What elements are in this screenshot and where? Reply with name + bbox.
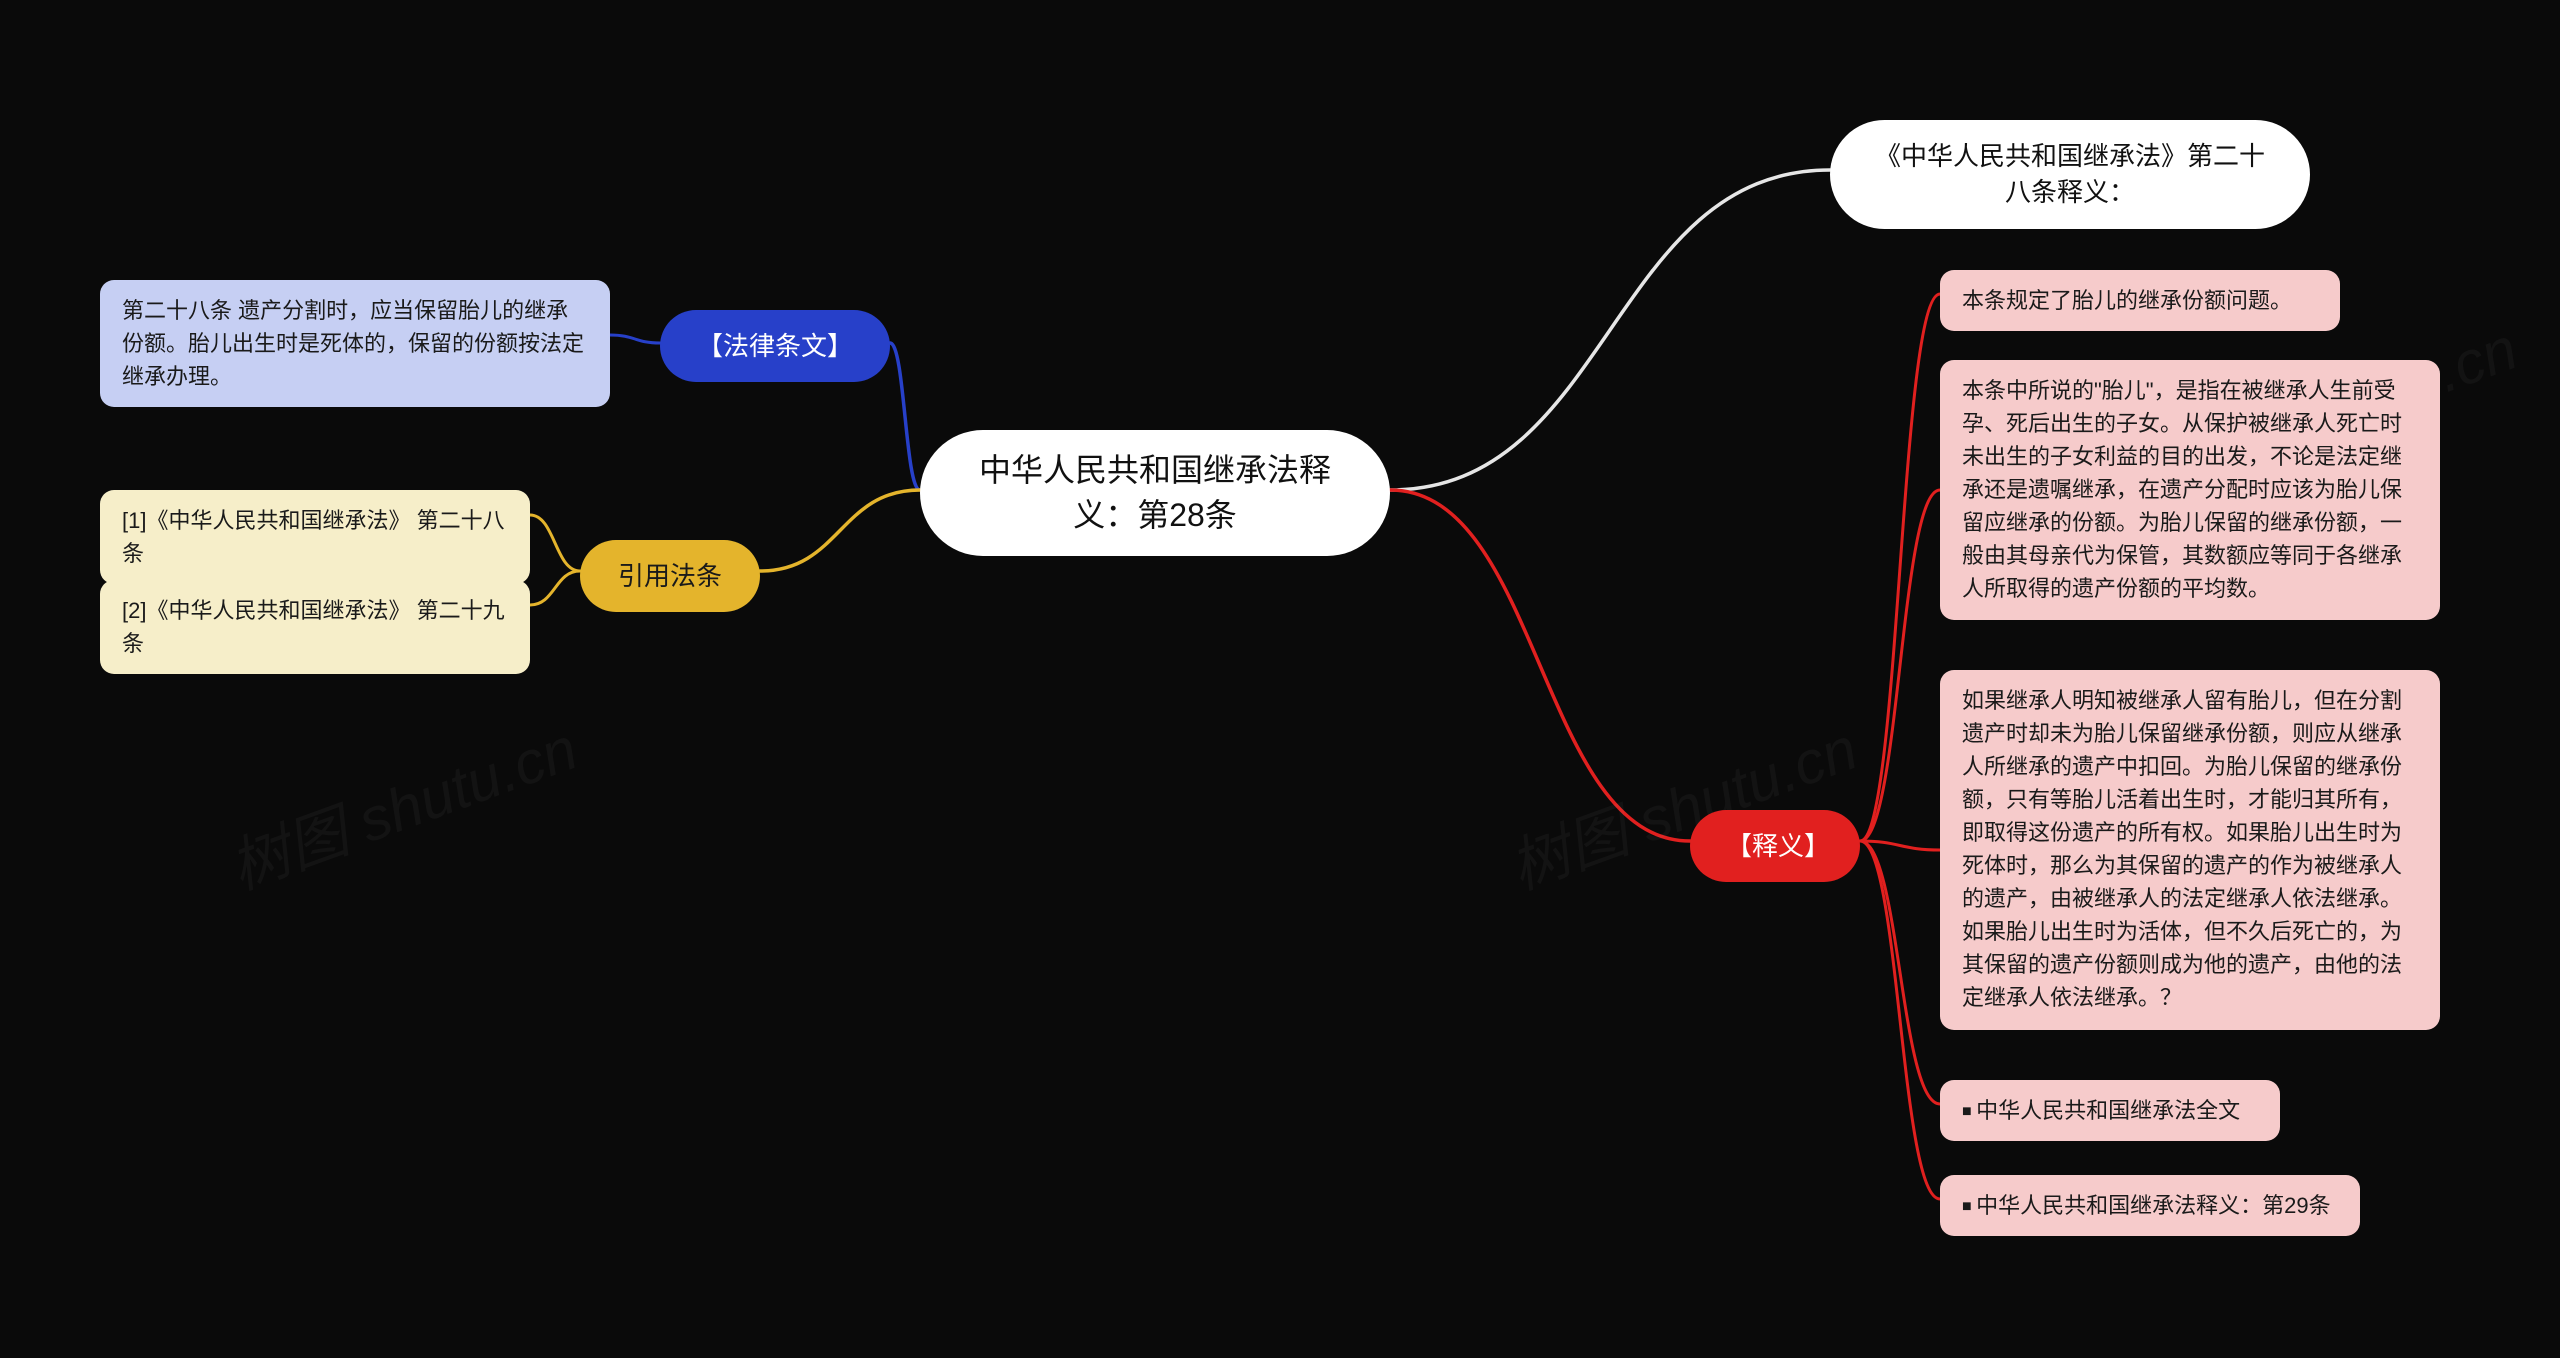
- leaf-node-shiyi-1: 本条规定了胎儿的继承份额问题。: [1940, 270, 2340, 331]
- mindmap-canvas: { "type": "mindmap", "background_color":…: [0, 0, 2560, 1358]
- watermark: 树图 shutu.cn: [216, 700, 587, 906]
- branch-node-law: 【法律条文】: [660, 310, 890, 382]
- leaf-node-shiyi-5: 中华人民共和国继承法释义：第29条: [1940, 1175, 2360, 1236]
- leaf-node-shiyi-2: 本条中所说的"胎儿"，是指在被继承人生前受孕、死后出生的子女。从保护被继承人死亡…: [1940, 360, 2440, 620]
- leaf-node-shiyi-4: 中华人民共和国继承法全文: [1940, 1080, 2280, 1141]
- root-node: 中华人民共和国继承法释义：第28条: [920, 430, 1390, 556]
- leaf-node-law-1: 第二十八条 遗产分割时，应当保留胎儿的继承份额。胎儿出生时是死体的，保留的份额按…: [100, 280, 610, 407]
- branch-node-cite: 引用法条: [580, 540, 760, 612]
- leaf-node-shiyi-3: 如果继承人明知被继承人留有胎儿，但在分割遗产时却未为胎儿保留继承份额，则应从继承…: [1940, 670, 2440, 1030]
- branch-node-shiyi: 【释义】: [1690, 810, 1860, 882]
- branch-node-title: 《中华人民共和国继承法》第二十八条释义：: [1830, 120, 2310, 229]
- leaf-node-cite-1: [1]《中华人民共和国继承法》 第二十八条: [100, 490, 530, 584]
- leaf-node-cite-2: [2]《中华人民共和国继承法》 第二十九条: [100, 580, 530, 674]
